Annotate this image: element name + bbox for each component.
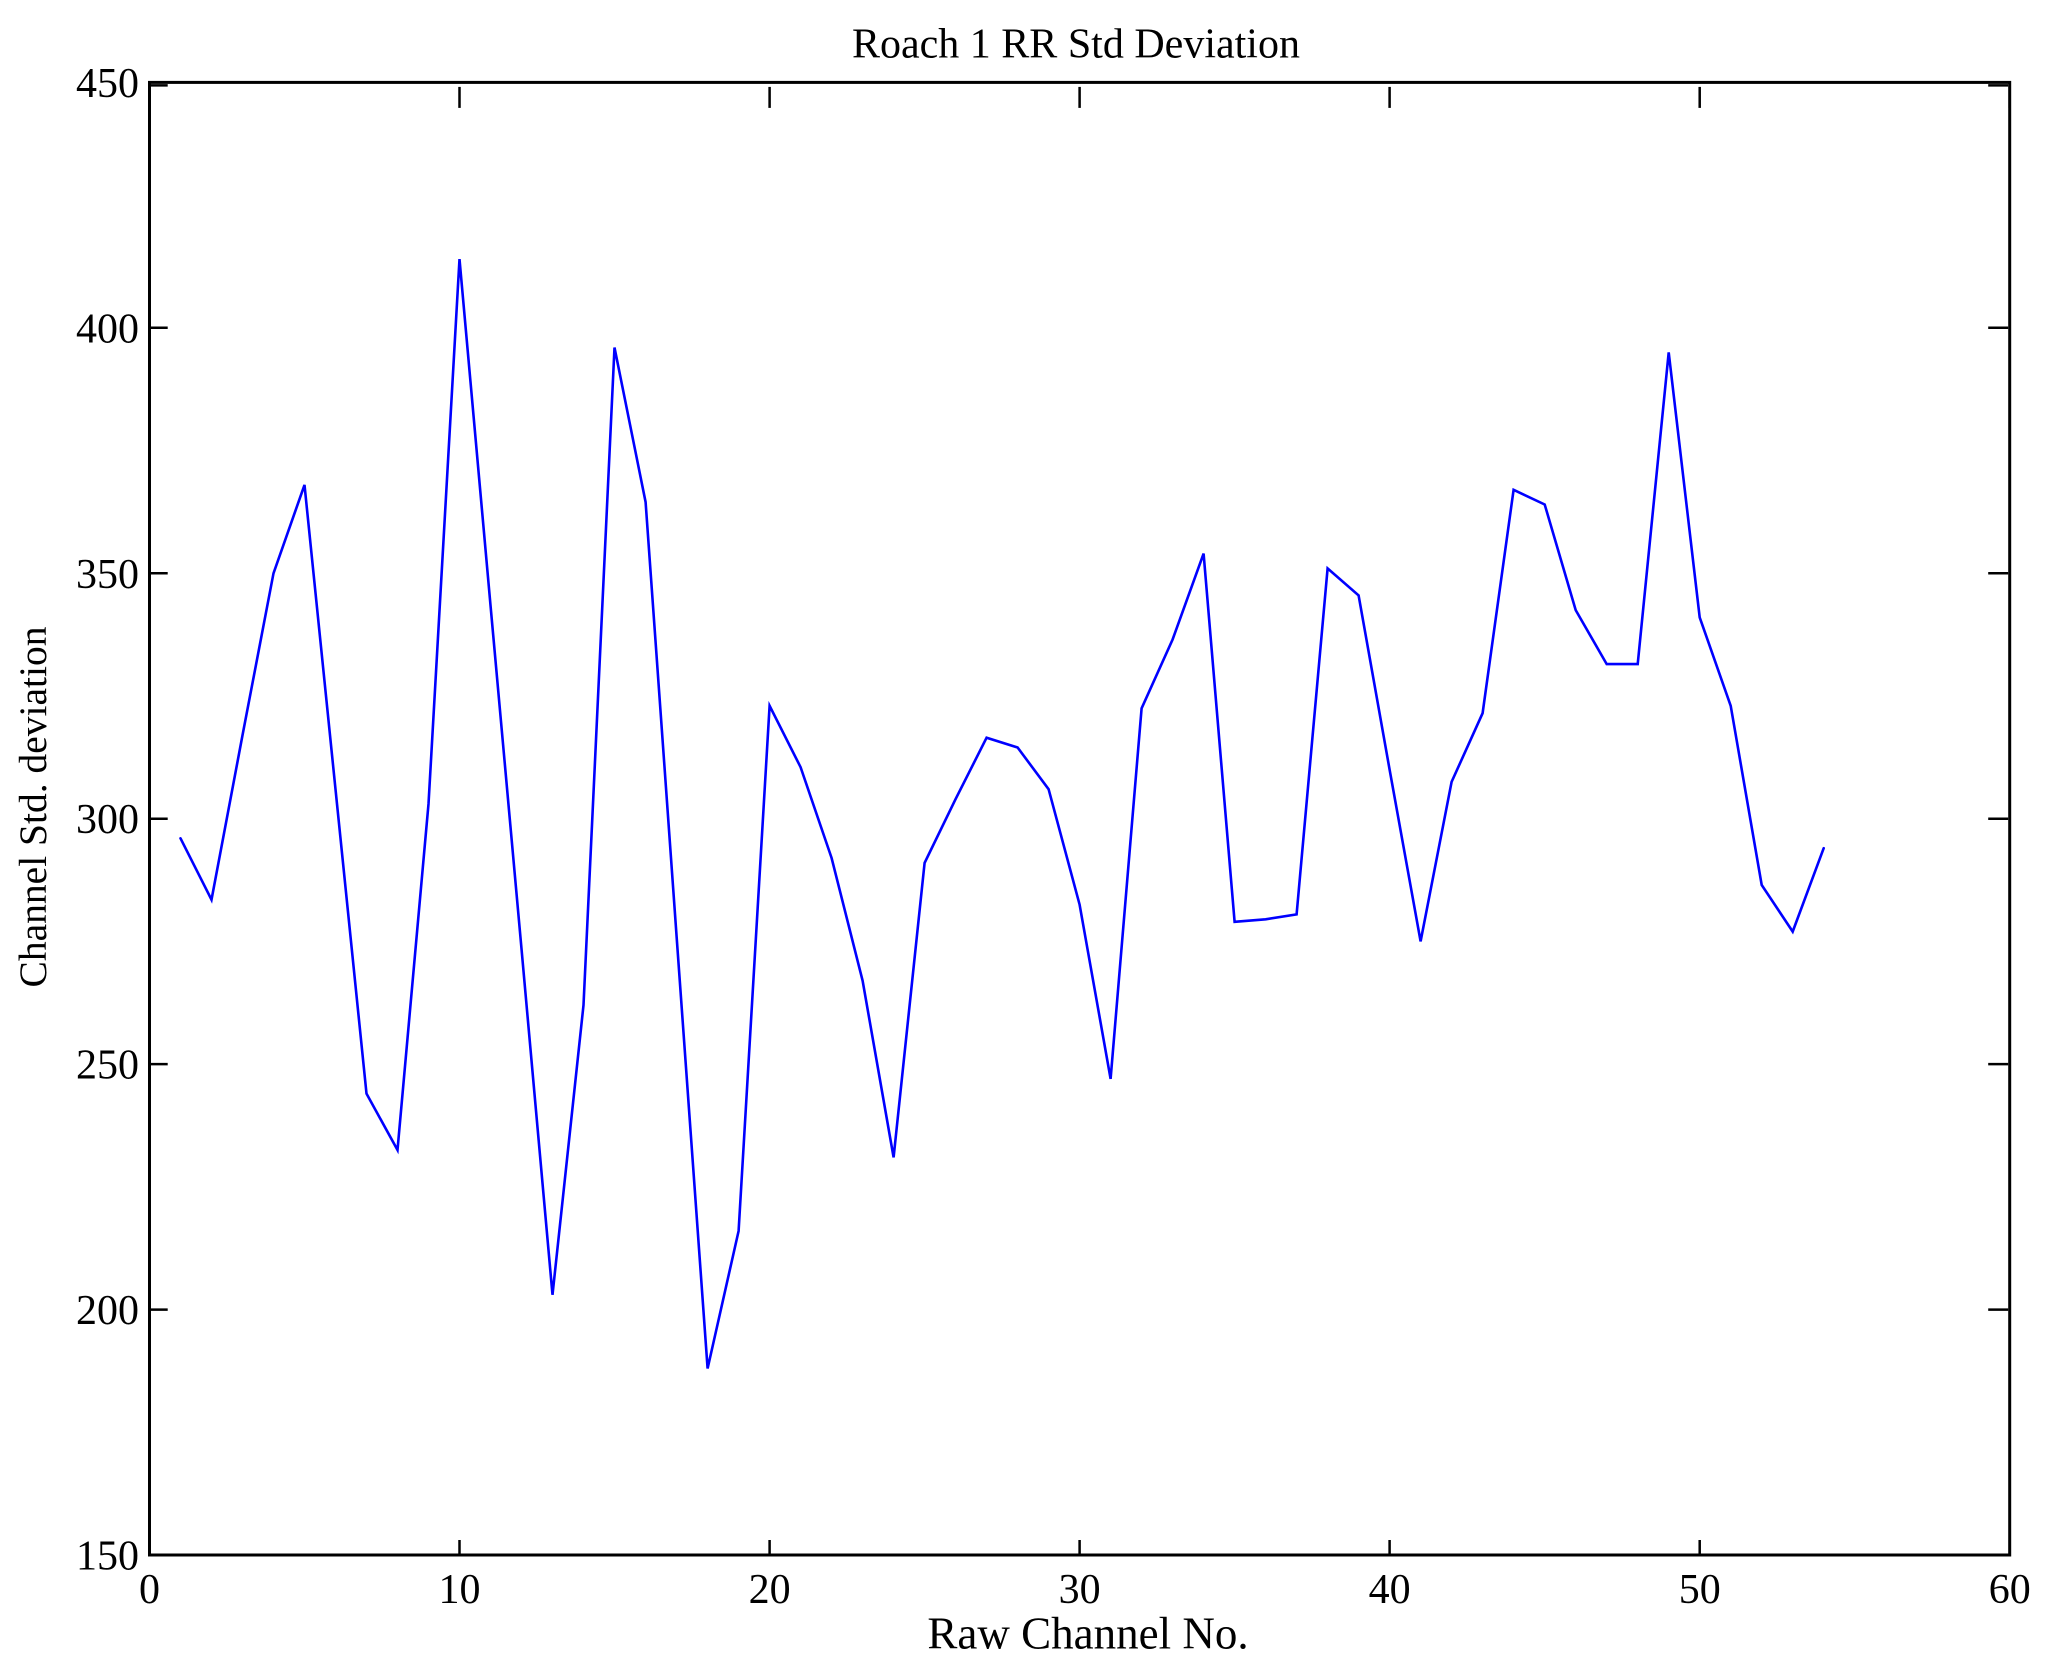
svg-text:150: 150 bbox=[76, 1534, 139, 1580]
svg-text:200: 200 bbox=[76, 1288, 139, 1334]
svg-text:10: 10 bbox=[439, 1567, 481, 1613]
svg-text:60: 60 bbox=[1989, 1567, 2031, 1613]
svg-text:Channel Std. deviation: Channel Std. deviation bbox=[11, 626, 55, 987]
svg-text:400: 400 bbox=[76, 306, 139, 352]
svg-text:0: 0 bbox=[139, 1567, 160, 1613]
svg-text:Roach 1 RR Std Deviation: Roach 1 RR Std Deviation bbox=[852, 22, 1300, 68]
svg-text:30: 30 bbox=[1059, 1567, 1101, 1613]
svg-text:Raw Channel No.: Raw Channel No. bbox=[927, 1609, 1248, 1659]
svg-text:300: 300 bbox=[76, 797, 139, 843]
svg-text:20: 20 bbox=[749, 1567, 791, 1613]
svg-text:40: 40 bbox=[1369, 1567, 1411, 1613]
svg-text:350: 350 bbox=[76, 552, 139, 598]
svg-text:250: 250 bbox=[76, 1043, 139, 1089]
svg-text:450: 450 bbox=[76, 61, 139, 107]
svg-text:50: 50 bbox=[1679, 1567, 1721, 1613]
